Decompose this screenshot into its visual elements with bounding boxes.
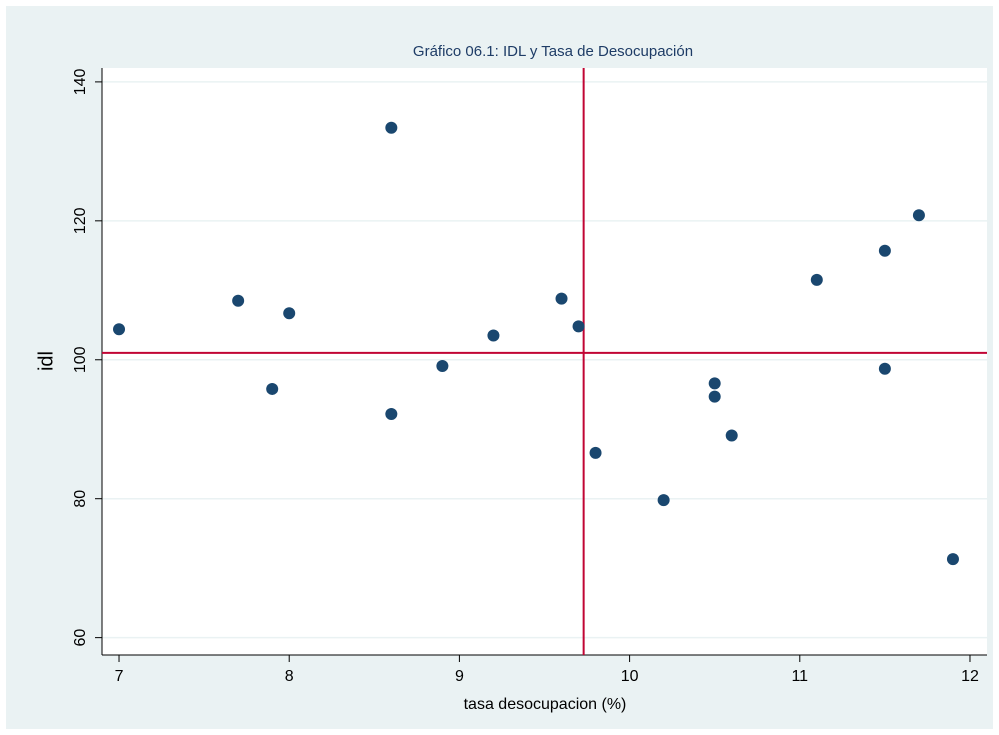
x-axis-label: tasa desocupacion (%) xyxy=(464,696,627,713)
x-tick-label: 7 xyxy=(115,668,124,685)
chart-title: Gráfico 06.1: IDL y Tasa de Desocupación xyxy=(413,43,693,60)
point xyxy=(589,446,602,459)
point xyxy=(657,494,670,507)
point xyxy=(113,323,126,336)
point xyxy=(283,307,296,320)
x-tick-label: 9 xyxy=(455,668,464,685)
x-tick-label: 11 xyxy=(791,668,808,685)
x-tick-label: 10 xyxy=(621,668,639,685)
point xyxy=(912,209,925,222)
point xyxy=(708,390,721,403)
y-tick-label: 120 xyxy=(72,207,89,234)
point xyxy=(232,294,245,307)
point xyxy=(266,382,279,395)
point xyxy=(385,407,398,420)
point xyxy=(555,292,568,305)
point xyxy=(878,244,891,257)
point xyxy=(572,320,585,333)
x-tick-label: 8 xyxy=(285,668,294,685)
plot-area xyxy=(102,68,987,655)
point xyxy=(487,329,500,342)
y-tick-label: 80 xyxy=(72,490,89,508)
point xyxy=(946,553,959,566)
point xyxy=(810,273,823,286)
point xyxy=(436,360,449,373)
y-tick-label: 140 xyxy=(72,68,89,95)
y-tick-label: 60 xyxy=(72,629,89,647)
x-tick-label: 12 xyxy=(961,668,979,685)
point xyxy=(878,362,891,375)
y-axis-label: idl xyxy=(35,351,57,371)
point xyxy=(708,377,721,390)
y-tick-label: 100 xyxy=(72,346,89,373)
point xyxy=(385,121,398,134)
point xyxy=(725,429,738,442)
